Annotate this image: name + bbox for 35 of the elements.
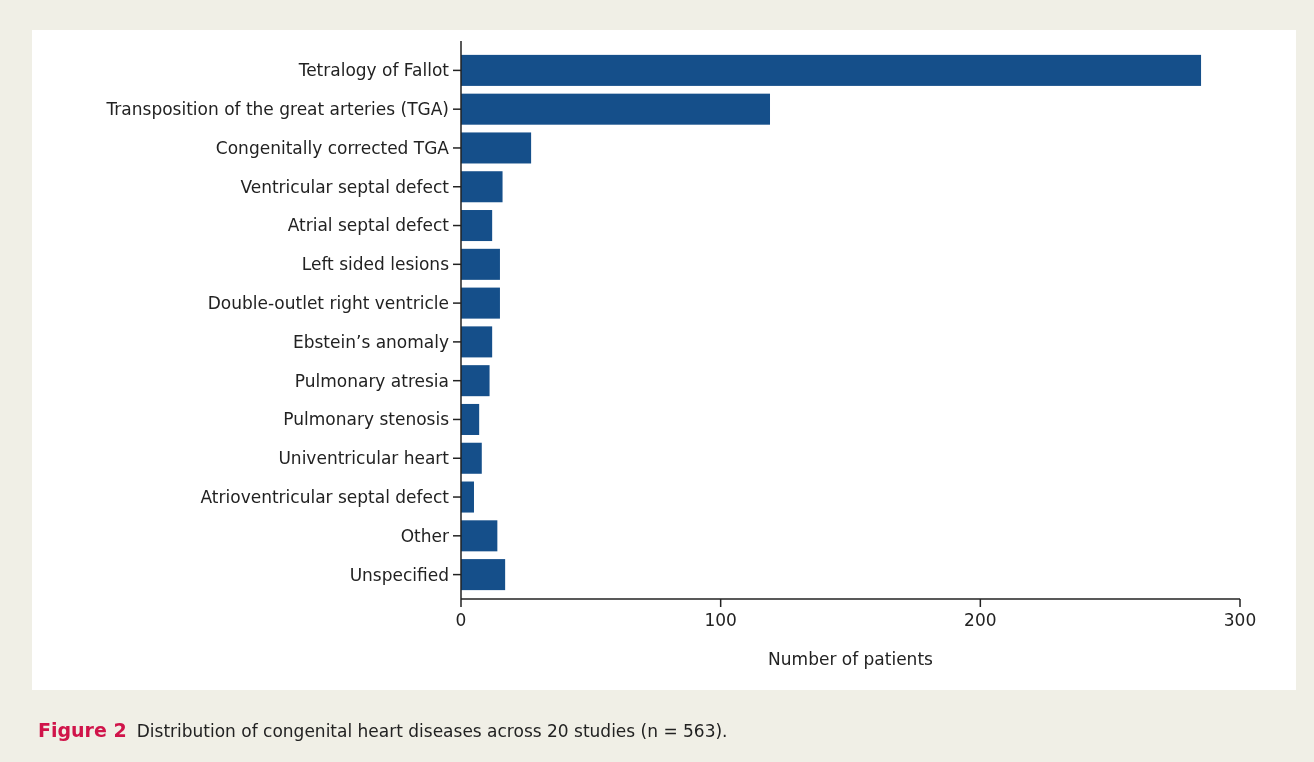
y-tick-label: Atrial septal defect <box>287 215 450 236</box>
bar <box>461 54 1202 86</box>
y-tick-label: Double-outlet right ventricle <box>207 293 449 314</box>
y-tick-label: Ebstein’s anomaly <box>292 331 449 352</box>
y-tick-label: Tetralogy of Fallot <box>297 60 450 81</box>
bar <box>461 210 493 242</box>
bar <box>461 520 498 552</box>
y-tick-label: Left sided lesions <box>301 254 450 275</box>
bar <box>461 326 493 358</box>
bar <box>461 248 500 280</box>
caption: Figure 2 <box>38 719 127 741</box>
text: Distribution of congenital heart diseases across 20 studies (n = 563). <box>136 721 728 741</box>
bar <box>461 481 474 513</box>
y-tick-label: Transposition of the great arteries (TGA) <box>105 99 449 120</box>
bar <box>461 403 480 435</box>
y-tick-label: Pulmonary atresia <box>294 370 449 391</box>
y-tick-label: Univentricular heart <box>278 448 450 469</box>
bar <box>461 287 500 319</box>
y-tick-label: Pulmonary stenosis <box>283 409 450 430</box>
bar <box>461 365 490 397</box>
x-tick-label: 300 <box>1223 610 1257 630</box>
bar <box>461 559 506 591</box>
y-tick-label: Ventricular septal defect <box>240 176 450 197</box>
x-tick-label: 200 <box>964 610 997 630</box>
y-tick-label: Other <box>400 525 449 546</box>
bar <box>461 93 770 125</box>
bar <box>461 171 503 203</box>
x-axis-title: Number of patients <box>768 649 934 669</box>
bar <box>461 442 482 474</box>
y-tick-label: Congenitally corrected TGA <box>215 137 450 158</box>
bar <box>461 132 532 164</box>
y-tick-label: Unspecified <box>349 564 449 585</box>
x-tick-label: 0 <box>455 610 467 630</box>
y-tick-label: Atrioventricular septal defect <box>200 486 450 507</box>
x-tick-label: 100 <box>704 610 737 630</box>
